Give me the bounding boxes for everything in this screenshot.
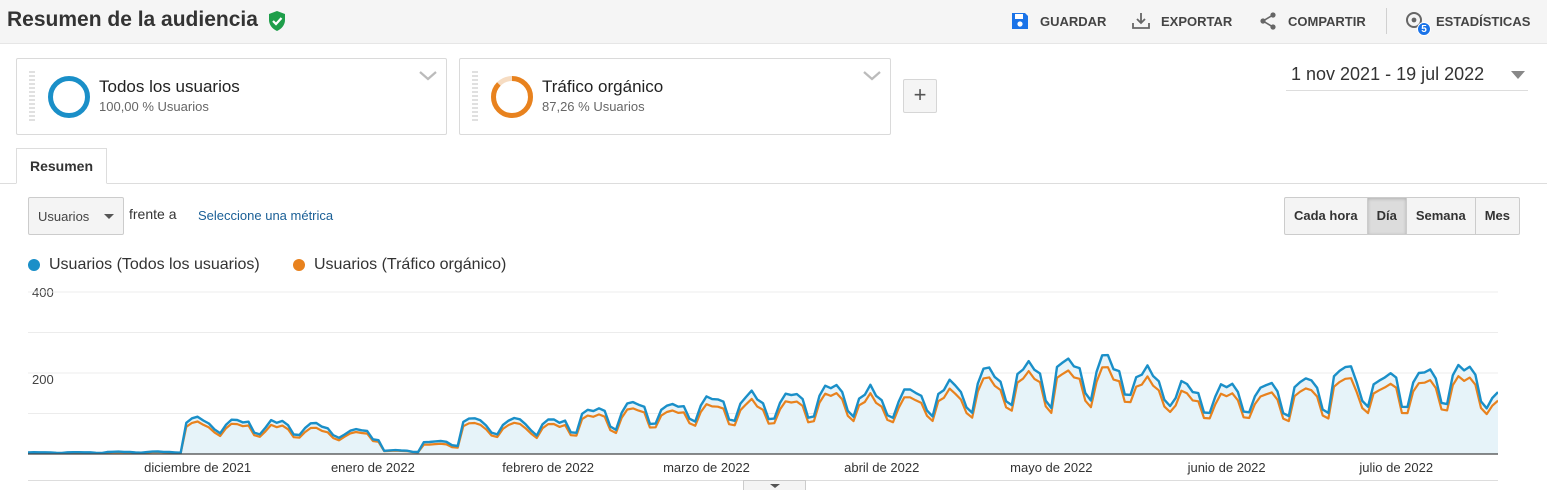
page-title: Resumen de la audiencia (7, 8, 258, 31)
add-segment-button[interactable]: + (903, 79, 937, 113)
segment-name: Tráfico orgánico (542, 77, 664, 96)
series-line-all-users (28, 353, 1498, 455)
insights-badge: 5 (1417, 22, 1431, 36)
share-button[interactable]: COMPARTIR (1258, 10, 1366, 32)
export-label: EXPORTAR (1161, 13, 1233, 29)
series-line-organic (28, 366, 1498, 455)
save-button[interactable]: GUARDAR (1010, 10, 1106, 32)
download-icon (1132, 13, 1150, 29)
date-range-text: 1 nov 2021 - 19 jul 2022 (1291, 64, 1485, 84)
x-tick-label: marzo de 2022 (663, 460, 750, 475)
toolbar-divider (1386, 8, 1387, 34)
legend-dot (293, 259, 305, 271)
chart-resize-handle[interactable] (743, 480, 806, 490)
x-tick-label: junio de 2022 (1187, 460, 1266, 475)
legend-label: Usuarios (Tráfico orgánico) (314, 256, 507, 273)
drag-handle[interactable] (472, 71, 478, 123)
insights-button[interactable]: 5 ESTADÍSTICAS (1404, 10, 1531, 36)
granularity-day[interactable]: Día (1367, 198, 1407, 234)
granularity-toggle: Cada hora Día Semana Mes (1284, 197, 1520, 235)
segment-ring-icon (491, 76, 533, 118)
y-tick-label: 200 (32, 372, 54, 387)
legend-item-organic[interactable]: Usuarios (Tráfico orgánico) (293, 256, 506, 274)
select-metric-link[interactable]: Seleccione una métrica (198, 208, 334, 223)
date-range-picker[interactable]: 1 nov 2021 - 19 jul 2022 (1286, 62, 1528, 91)
line-chart[interactable] (28, 280, 1498, 466)
verified-shield-icon (269, 11, 285, 31)
segment-card-all-users[interactable]: Todos los usuarios 100,00 % Usuarios (16, 58, 447, 135)
segment-subtitle: 87,26 % Usuarios (542, 99, 645, 114)
save-icon (1012, 13, 1028, 29)
save-label: GUARDAR (1040, 13, 1107, 29)
share-icon (1260, 12, 1276, 30)
segment-subtitle: 100,00 % Usuarios (99, 99, 209, 114)
caret-down-icon (1511, 71, 1525, 79)
legend-label: Usuarios (Todos los usuarios) (49, 256, 260, 273)
metric-select[interactable]: Usuarios (28, 197, 124, 235)
segment-ring-icon (48, 76, 90, 118)
insights-icon (1406, 12, 1422, 28)
granularity-week[interactable]: Semana (1407, 198, 1476, 234)
versus-label: frente a (129, 206, 177, 222)
segment-name: Todos los usuarios (99, 77, 240, 96)
insights-label: ESTADÍSTICAS (1436, 13, 1531, 29)
export-button[interactable]: EXPORTAR (1131, 10, 1232, 32)
tab-resumen[interactable]: Resumen (16, 148, 107, 184)
top-bar: Resumen de la audiencia GUARDAR EXPORTAR… (0, 0, 1547, 44)
drag-handle[interactable] (29, 71, 35, 123)
chevron-down-icon[interactable] (418, 69, 438, 83)
legend-item-all-users[interactable]: Usuarios (Todos los usuarios) (28, 256, 260, 274)
x-tick-label: julio de 2022 (1359, 460, 1434, 475)
tab-bar-line (0, 183, 1547, 184)
share-label: COMPARTIR (1288, 13, 1366, 29)
x-tick-label: febrero de 2022 (502, 460, 595, 475)
metric-select-value: Usuarios (38, 209, 90, 224)
caret-down-icon (104, 214, 114, 219)
x-tick-label: diciembre de 2021 (144, 460, 252, 475)
x-tick-label: enero de 2022 (330, 460, 415, 475)
granularity-month[interactable]: Mes (1484, 208, 1510, 223)
x-tick-label: mayo de 2022 (1010, 460, 1093, 475)
granularity-hourly[interactable]: Cada hora (1285, 198, 1368, 234)
segment-card-organic[interactable]: Tráfico orgánico 87,26 % Usuarios (459, 58, 891, 135)
insights-icon-wrap: 5 (1404, 10, 1431, 36)
x-tick-label: abril de 2022 (844, 460, 920, 475)
chevron-down-icon[interactable] (862, 69, 882, 83)
legend-dot (28, 259, 40, 271)
